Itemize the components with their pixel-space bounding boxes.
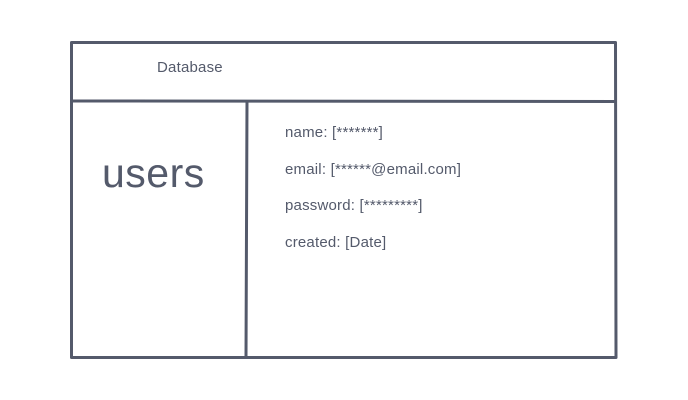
field-created: created: [Date] — [285, 233, 387, 251]
field-password: password: [*********] — [285, 197, 423, 214]
outer-border — [70, 41, 618, 359]
field-name: name: [*******] — [285, 124, 384, 141]
field-email: email: [******@email.com] — [285, 160, 462, 178]
column-divider — [244, 100, 249, 359]
table-name-users: users — [102, 150, 205, 196]
header-divider — [70, 99, 617, 103]
database-title: Database — [157, 59, 223, 76]
field-list: name: [*******] email: [******@email.com… — [285, 123, 461, 269]
